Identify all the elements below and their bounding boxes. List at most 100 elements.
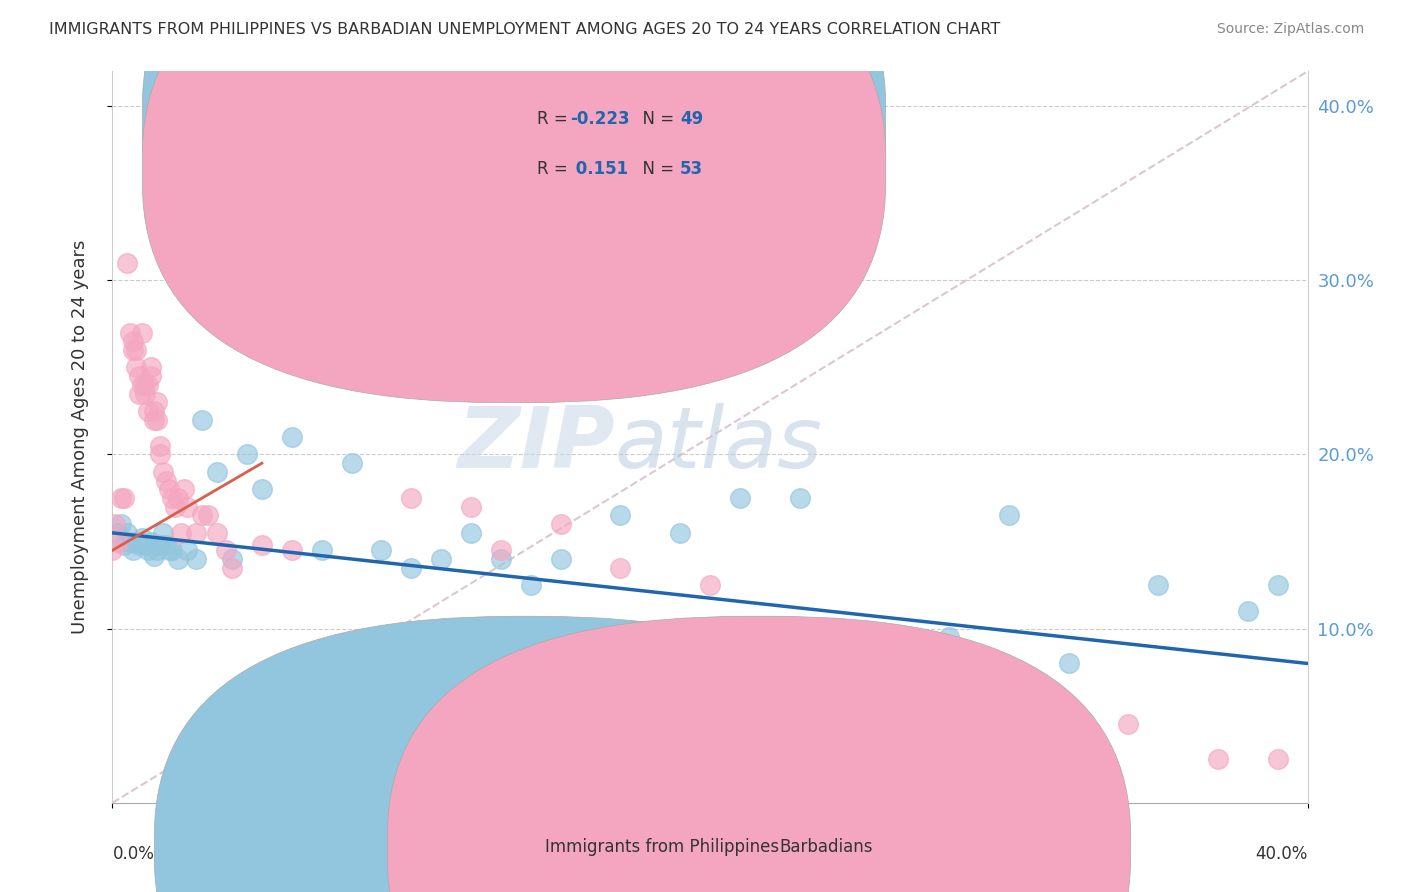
Point	[191, 508, 214, 523]
Point	[134, 538, 156, 552]
Point	[149, 439, 172, 453]
Point	[520, 578, 543, 592]
Point	[609, 508, 631, 523]
Point	[152, 465, 174, 479]
Point	[143, 549, 166, 563]
Point	[101, 543, 124, 558]
Text: -0.223: -0.223	[571, 110, 630, 128]
Point	[117, 256, 139, 270]
Point	[236, 448, 259, 462]
Point	[699, 578, 721, 592]
Point	[138, 404, 160, 418]
Point	[131, 531, 153, 545]
Point	[107, 525, 129, 540]
Text: IMMIGRANTS FROM PHILIPPINES VS BARBADIAN UNEMPLOYMENT AMONG AGES 20 TO 24 YEARS : IMMIGRANTS FROM PHILIPPINES VS BARBADIAN…	[49, 22, 1001, 37]
Point	[141, 360, 163, 375]
Point	[281, 543, 304, 558]
Point	[122, 543, 145, 558]
Point	[311, 543, 333, 558]
Point	[114, 538, 135, 552]
Point	[149, 538, 172, 552]
Point	[155, 538, 177, 552]
Point	[1206, 752, 1229, 766]
Point	[125, 360, 148, 375]
Point	[186, 525, 208, 540]
Point	[120, 534, 142, 549]
Point	[149, 448, 172, 462]
Text: 0.0%: 0.0%	[112, 846, 155, 863]
Text: 53: 53	[681, 160, 703, 178]
Point	[789, 491, 811, 505]
FancyBboxPatch shape	[142, 0, 886, 353]
Text: Barbadians: Barbadians	[779, 838, 873, 855]
Point	[138, 377, 160, 392]
Point	[125, 534, 148, 549]
Point	[110, 491, 132, 505]
Point	[550, 517, 572, 532]
Point	[165, 500, 187, 514]
Point	[550, 552, 572, 566]
Point	[146, 395, 169, 409]
Point	[155, 474, 177, 488]
Point	[205, 525, 228, 540]
Point	[117, 525, 139, 540]
Point	[250, 483, 273, 497]
Text: N =: N =	[633, 160, 679, 178]
Point	[489, 552, 512, 566]
Point	[122, 343, 145, 357]
Text: R =: R =	[537, 160, 572, 178]
Point	[162, 543, 183, 558]
Text: Immigrants from Philippines: Immigrants from Philippines	[546, 838, 779, 855]
Point	[128, 386, 150, 401]
Point	[170, 525, 193, 540]
FancyBboxPatch shape	[155, 616, 897, 892]
FancyBboxPatch shape	[142, 0, 886, 402]
Point	[125, 343, 148, 357]
Point	[146, 543, 169, 558]
Point	[141, 369, 163, 384]
Point	[221, 560, 243, 574]
Point	[728, 491, 751, 505]
Point	[1267, 752, 1289, 766]
Point	[143, 404, 166, 418]
Point	[157, 483, 180, 497]
Point	[146, 412, 169, 426]
Point	[998, 508, 1021, 523]
Point	[197, 508, 219, 523]
Point	[215, 543, 238, 558]
Point	[141, 534, 163, 549]
Point	[176, 543, 198, 558]
Point	[848, 639, 870, 653]
Point	[122, 334, 145, 349]
Point	[250, 538, 273, 552]
Point	[489, 543, 512, 558]
Point	[186, 552, 208, 566]
Point	[430, 552, 453, 566]
FancyBboxPatch shape	[388, 616, 1130, 892]
Point	[128, 538, 150, 552]
Point	[176, 500, 198, 514]
Point	[134, 377, 156, 392]
Point	[167, 491, 190, 505]
Point	[143, 412, 166, 426]
Text: Source: ZipAtlas.com: Source: ZipAtlas.com	[1216, 22, 1364, 37]
Text: ZIP: ZIP	[457, 403, 614, 486]
Point	[131, 377, 153, 392]
FancyBboxPatch shape	[484, 86, 763, 200]
Point	[370, 543, 392, 558]
Point	[1057, 657, 1080, 671]
Point	[460, 525, 482, 540]
Text: atlas: atlas	[614, 403, 823, 486]
Point	[938, 631, 960, 645]
Point	[669, 525, 692, 540]
Point	[134, 386, 156, 401]
Text: R =: R =	[537, 110, 572, 128]
Point	[110, 517, 132, 532]
Point	[120, 326, 142, 340]
Point	[191, 412, 214, 426]
Point	[1237, 604, 1260, 618]
Point	[173, 483, 195, 497]
Point	[609, 560, 631, 574]
Text: N =: N =	[633, 110, 679, 128]
Point	[131, 326, 153, 340]
